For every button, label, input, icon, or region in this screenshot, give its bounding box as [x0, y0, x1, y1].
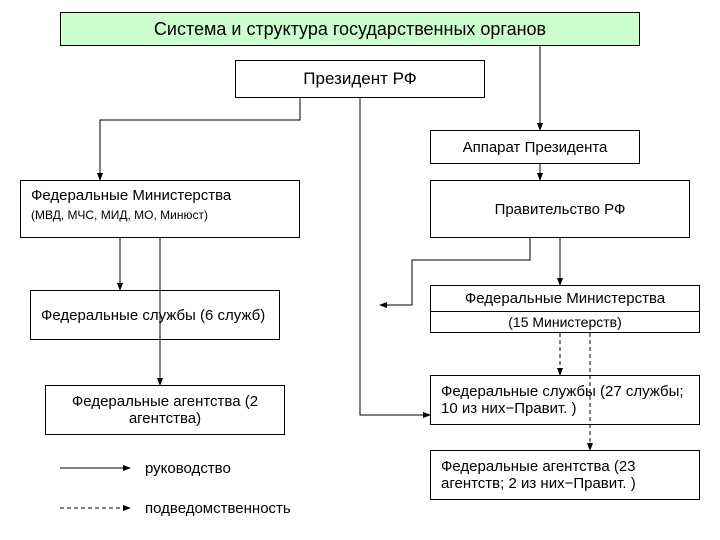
fed-min-left-label: Федеральные Министерства: [31, 187, 289, 204]
node-gov: Правительство РФ: [430, 180, 690, 238]
gov-label: Правительство РФ: [495, 201, 626, 218]
fed-min-left-sub: (МВД, МЧС, МИД, МО, Минюст): [31, 208, 289, 222]
fed-min-right-label: Федеральные Министерства: [465, 290, 665, 307]
node-fed-ag-right: Федеральные агентства (23 агентств; 2 из…: [430, 450, 700, 500]
title-text: Система и структура государственных орга…: [154, 19, 546, 40]
apparat-label: Аппарат Президента: [463, 139, 608, 156]
fed-min-right-sub-label: (15 Министерств): [508, 314, 622, 330]
node-fed-ag-left: Федеральные агентства (2 агентства): [45, 385, 285, 435]
node-fed-serv-right: Федеральные службы (27 службы; 10 из них…: [430, 375, 700, 425]
legend-solid-text: руководство: [145, 460, 231, 477]
legend-dashed-text: подведомственность: [145, 500, 291, 517]
fed-ag-right-label: Федеральные агентства (23 агентств; 2 из…: [441, 458, 689, 492]
edge-president-fedservright: [360, 98, 430, 415]
fed-ag-left-label: Федеральные агентства (2 агентства): [52, 393, 278, 427]
president-label: Президент РФ: [303, 69, 416, 89]
node-apparat: Аппарат Президента: [430, 130, 640, 164]
fed-serv-right-label: Федеральные службы (27 службы; 10 из них…: [441, 383, 689, 417]
node-fed-min-left: Федеральные Министерства (МВД, МЧС, МИД,…: [20, 180, 300, 238]
fed-serv-left-label: Федеральные службы (6 служб): [41, 307, 265, 324]
edge-president-fedminleft: [100, 98, 300, 180]
title-box: Система и структура государственных орга…: [60, 12, 640, 46]
legend-solid-label: руководство: [145, 460, 231, 477]
legend-dashed-label: подведомственность: [145, 500, 291, 517]
node-fed-serv-left: Федеральные службы (6 служб): [30, 290, 280, 340]
node-president: Президент РФ: [235, 60, 485, 98]
node-fed-min-right-sub: (15 Министерств): [430, 311, 700, 333]
node-fed-min-right: Федеральные Министерства: [430, 285, 700, 311]
